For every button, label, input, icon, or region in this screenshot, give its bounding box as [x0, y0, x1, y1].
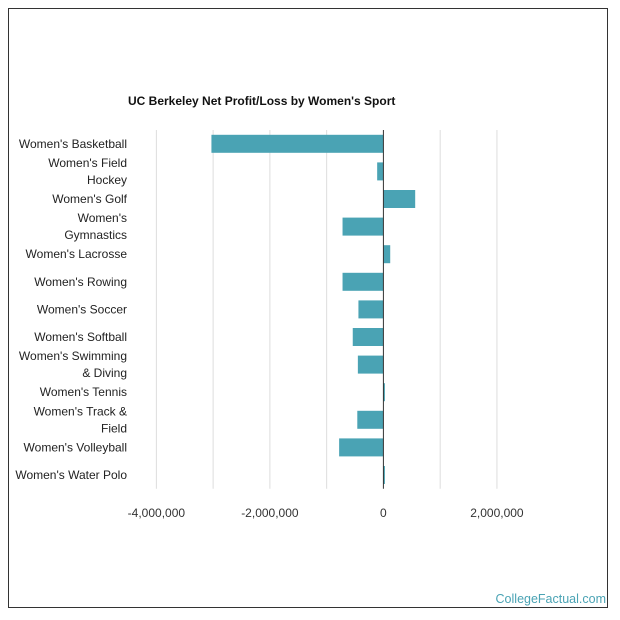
bar [357, 355, 384, 374]
bar [342, 272, 384, 291]
chart-frame [8, 8, 608, 608]
category-label: Women's Lacrosse [26, 247, 128, 261]
category-label: Women's Field [48, 156, 127, 170]
category-label: Women's Rowing [34, 275, 127, 289]
category-label: Field [101, 421, 127, 435]
x-tick-label: -2,000,000 [241, 506, 299, 520]
bar [377, 162, 384, 181]
bar [383, 383, 385, 402]
bar [339, 438, 384, 457]
category-label: Women's Track & [34, 404, 127, 418]
category-label: Women's Golf [52, 192, 127, 206]
category-label: Women's Soccer [37, 302, 127, 316]
bar [383, 190, 416, 208]
bar [383, 466, 385, 484]
chart-title: UC Berkeley Net Profit/Loss by Women's S… [128, 94, 396, 108]
bar [357, 410, 384, 429]
category-label: Gymnastics [64, 228, 127, 242]
category-label: Women's Water Polo [15, 468, 127, 482]
bar [352, 328, 384, 346]
x-tick-label: 0 [380, 506, 387, 520]
category-label: Women's Tennis [40, 385, 127, 399]
category-label: Women's Basketball [19, 137, 127, 151]
category-label: Women's [78, 211, 127, 225]
bar [383, 245, 391, 264]
category-label: & Diving [82, 366, 127, 380]
category-label: Hockey [87, 173, 127, 187]
category-label: Women's Swimming [19, 349, 127, 363]
category-label: Women's Volleyball [24, 440, 127, 454]
x-tick-label: 2,000,000 [470, 506, 524, 520]
bar [211, 134, 384, 153]
collegefactual-watermark[interactable]: CollegeFactual.com [495, 592, 606, 606]
bar [358, 300, 384, 319]
bar [342, 217, 384, 236]
x-tick-label: -4,000,000 [128, 506, 186, 520]
category-label: Women's Softball [34, 330, 127, 344]
